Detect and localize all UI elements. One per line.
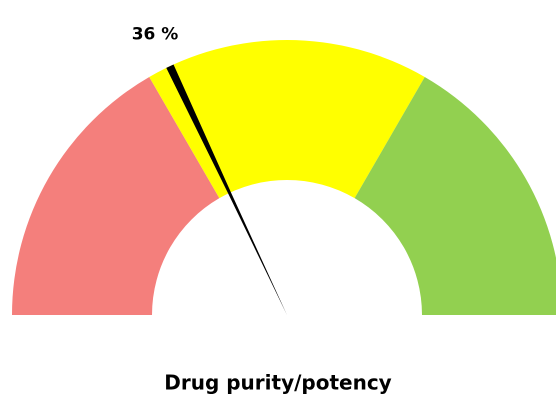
chart-title: Drug purity/potency xyxy=(164,371,391,395)
gauge-band xyxy=(12,76,220,315)
gauge-band xyxy=(354,76,556,315)
gauge-band xyxy=(149,39,425,199)
value-label: 36 % xyxy=(132,25,179,45)
gauge-needle xyxy=(166,64,287,315)
